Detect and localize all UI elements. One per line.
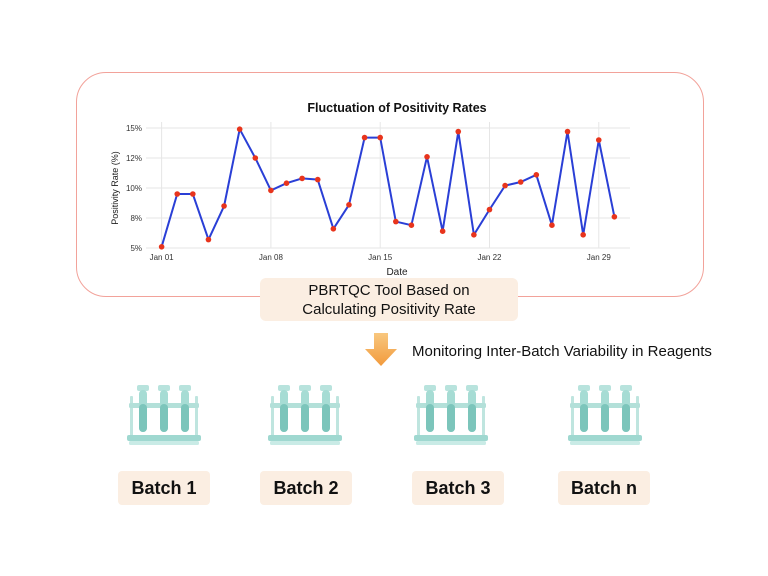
data-point bbox=[611, 214, 618, 220]
y-tick-label: 15% bbox=[126, 124, 142, 133]
data-point bbox=[517, 179, 524, 185]
data-point bbox=[299, 175, 305, 182]
y-tick-label: 8% bbox=[130, 214, 142, 223]
data-point bbox=[502, 182, 508, 189]
data-point bbox=[595, 137, 602, 143]
test-tube-rack-icon bbox=[414, 385, 488, 445]
data-point bbox=[580, 232, 586, 238]
data-point bbox=[330, 226, 337, 232]
data-point bbox=[174, 191, 181, 197]
data-point bbox=[314, 176, 321, 183]
data-point bbox=[424, 154, 430, 160]
pbrtqc-tool-box: PBRTQC Tool Based on Calculating Positiv… bbox=[260, 278, 518, 321]
data-point bbox=[564, 128, 571, 135]
data-point bbox=[377, 134, 383, 141]
y-tick-label: 10% bbox=[126, 184, 142, 193]
data-point bbox=[408, 222, 415, 228]
batch-2-label: Batch 2 bbox=[260, 471, 352, 505]
data-point bbox=[268, 187, 274, 194]
batch-3-label: Batch 3 bbox=[412, 471, 504, 505]
data-point bbox=[393, 218, 399, 225]
data-point bbox=[252, 155, 259, 161]
data-point bbox=[236, 126, 243, 132]
data-point bbox=[361, 134, 368, 141]
test-tube-rack-icon bbox=[268, 385, 342, 445]
data-point bbox=[346, 202, 352, 208]
x-tick-label: Jan 22 bbox=[477, 253, 502, 262]
x-tick-label: Jan 29 bbox=[587, 253, 612, 262]
x-tick-label: Jan 15 bbox=[368, 253, 393, 262]
test-tube-rack-icon bbox=[568, 385, 642, 445]
data-point bbox=[158, 244, 165, 250]
data-point bbox=[486, 206, 493, 213]
batch-n-label: Batch n bbox=[558, 471, 650, 505]
x-tick-label: Jan 08 bbox=[259, 253, 284, 262]
data-point bbox=[471, 232, 477, 238]
data-point bbox=[549, 222, 555, 228]
x-tick-label: Jan 01 bbox=[150, 253, 175, 262]
y-axis-label: Positivity Rate (%) bbox=[110, 151, 120, 225]
y-tick-label: 5% bbox=[130, 244, 142, 253]
data-point bbox=[205, 236, 212, 243]
chart-title: Fluctuation of Positivity Rates bbox=[307, 101, 486, 115]
down-arrow-icon bbox=[365, 333, 397, 366]
data-point bbox=[533, 172, 540, 178]
test-tube-rack-icon bbox=[127, 385, 201, 445]
series-line bbox=[160, 126, 616, 248]
monitoring-label: Monitoring Inter-Batch Variability in Re… bbox=[412, 343, 712, 360]
y-tick-label: 12% bbox=[126, 154, 142, 163]
x-axis-label: Date bbox=[386, 267, 408, 278]
chart-frame bbox=[76, 72, 704, 297]
positivity-line-chart: Fluctuation of Positivity Rates 5% 8% 10% 1… bbox=[110, 101, 630, 278]
data-point bbox=[283, 180, 290, 186]
data-point bbox=[439, 228, 446, 234]
data-point bbox=[221, 203, 227, 209]
batch-1-label: Batch 1 bbox=[118, 471, 210, 505]
data-point bbox=[190, 191, 196, 197]
data-point bbox=[455, 128, 462, 135]
tool-title-line1: PBRTQC Tool Based on bbox=[308, 281, 470, 299]
tool-title-line2: Calculating Positivity Rate bbox=[302, 300, 476, 318]
